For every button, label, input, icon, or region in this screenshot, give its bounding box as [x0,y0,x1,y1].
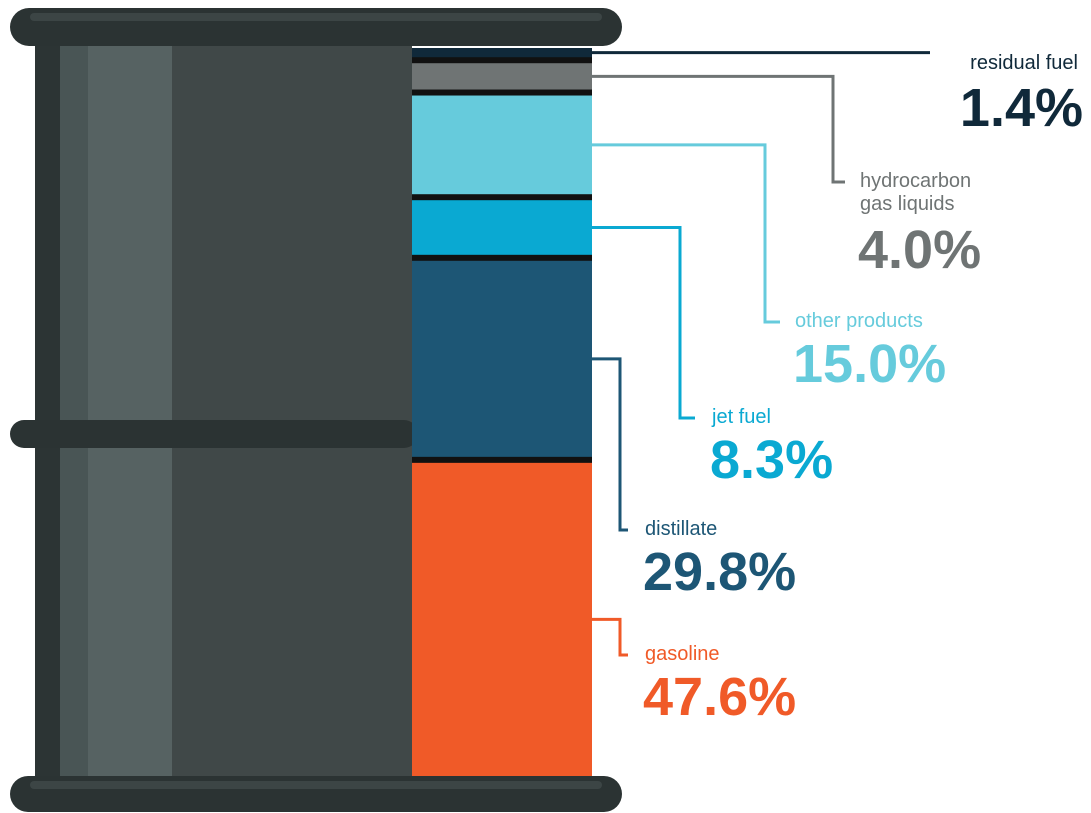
leader-line [592,143,780,324]
barrel-shade [35,40,60,780]
leader-line [592,226,695,420]
leader-line [592,357,628,532]
bar-segment [412,48,592,58]
value-label: 1.4% [959,78,1083,138]
value-label: 8.3% [710,430,834,490]
bar-segment [412,95,592,195]
series-name: distillate [645,518,718,540]
bar-segment [412,200,592,255]
bar-segment [412,462,592,776]
series-name: gasoline [645,643,720,665]
rim-highlight [30,13,602,21]
value-label: 15.0% [793,334,947,394]
value-label: 47.6% [643,667,797,727]
bar-segment [412,63,592,90]
series-name: residual fuel [970,52,1078,74]
barrel-highlight [88,40,172,780]
barrel-mid-rim [10,420,418,448]
value-label: 4.0% [858,220,982,280]
leader-line [592,74,845,184]
barrel-highlight [60,40,88,780]
value-label: 29.8% [643,542,797,602]
series-name: jet fuel [712,406,771,428]
series-name: other products [795,310,923,332]
leader-line [592,617,628,657]
bar-segment [412,260,592,457]
series-name: hydrocarbon gas liquids [860,170,972,215]
rim-highlight [30,781,602,789]
